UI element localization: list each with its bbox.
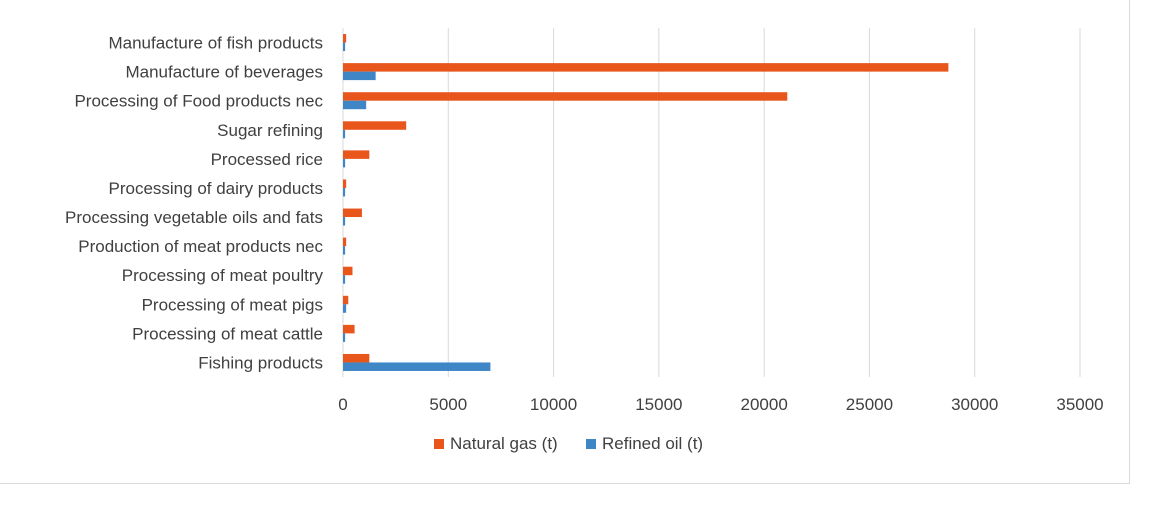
legend-label: Natural gas (t) (450, 434, 558, 453)
category-label: Processing of meat cattle (132, 324, 323, 343)
x-tick-label: 15000 (635, 395, 682, 414)
x-tick-labels: 0 5000 10000 15000 20000 25000 30000 35000 (338, 395, 1103, 414)
bar-natural-gas (343, 324, 355, 334)
bar-natural-gas (343, 179, 347, 188)
x-tick-label: 20000 (741, 395, 788, 414)
legend-swatch (586, 439, 596, 449)
bar-refined-oil (343, 71, 376, 81)
bars (343, 34, 949, 371)
gridlines (342, 28, 1081, 377)
bar-natural-gas (343, 353, 370, 363)
bar-natural-gas (343, 266, 353, 276)
chart-frame (0, 0, 1130, 484)
bar-refined-oil (343, 129, 346, 139)
legend: Natural gas (t) Refined oil (t) (434, 434, 703, 453)
bar-natural-gas (343, 34, 347, 43)
x-tick-label: 10000 (530, 395, 577, 414)
category-label: Processing of Food products nec (74, 92, 323, 111)
x-tick-label: 25000 (846, 395, 893, 414)
bar-refined-oil (343, 333, 346, 342)
bar-refined-oil (343, 246, 346, 255)
category-label: Fishing products (198, 353, 323, 372)
category-label: Processed rice (211, 150, 323, 169)
category-label: Processing of meat poultry (122, 266, 324, 285)
bar-natural-gas (343, 295, 349, 305)
x-tick-label: 30000 (951, 395, 998, 414)
bar-natural-gas (343, 150, 370, 159)
x-tick-label: 35000 (1056, 395, 1103, 414)
bar-refined-oil (343, 100, 367, 110)
bar-refined-oil (343, 187, 346, 197)
bar-refined-oil (343, 217, 346, 226)
x-tick-label: 0 (338, 395, 347, 414)
bar-refined-oil (343, 42, 346, 52)
legend-swatch (434, 439, 444, 449)
category-label: Processing of dairy products (109, 179, 324, 198)
category-label: Sugar refining (217, 121, 323, 140)
bar-refined-oil (343, 304, 347, 313)
category-label: Production of meat products nec (78, 237, 323, 256)
legend-label: Refined oil (t) (602, 434, 703, 453)
bar-natural-gas (343, 237, 347, 247)
category-label: Processing of meat pigs (142, 295, 323, 314)
bar-refined-oil (343, 275, 346, 284)
category-label: Processing vegetable oils and fats (65, 208, 323, 227)
bar-natural-gas (343, 92, 788, 101)
category-labels: Fishing products Processing of meat cattl… (65, 34, 323, 373)
bar-natural-gas (343, 208, 362, 218)
x-tick-label: 5000 (429, 395, 467, 414)
bar-refined-oil (343, 158, 346, 168)
bar-natural-gas (343, 63, 949, 72)
bar-natural-gas (343, 121, 407, 130)
bar-refined-oil (343, 362, 491, 371)
category-label: Manufacture of beverages (125, 63, 323, 82)
category-label: Manufacture of fish products (108, 34, 323, 53)
